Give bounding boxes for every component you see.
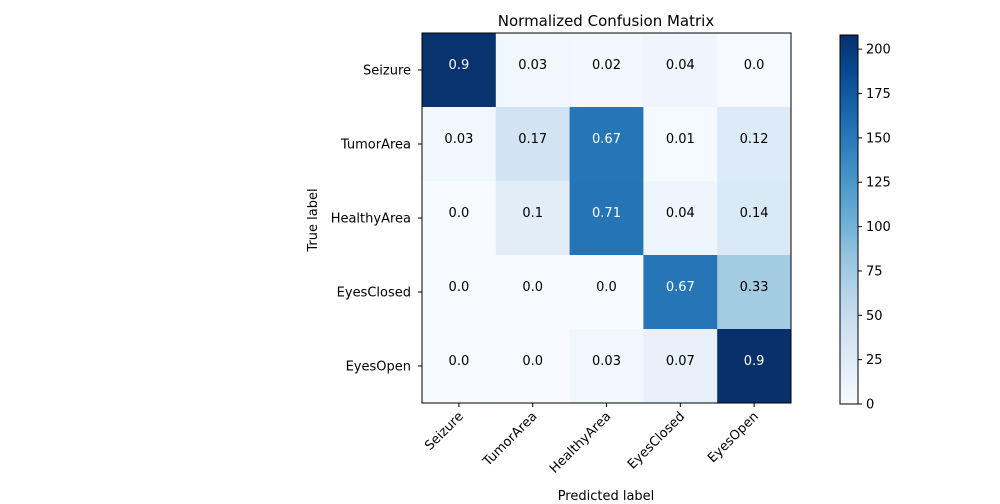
heatmap-cell	[495, 329, 571, 404]
cell-value-label: 0.01	[666, 132, 695, 147]
cell-value-label: 0.1	[522, 206, 543, 221]
y-tick-label: HealthyArea	[331, 212, 411, 227]
cell-value-label: 0.04	[666, 206, 695, 221]
heatmap-cell	[569, 33, 644, 108]
cell-value-label: 0.04	[666, 58, 695, 73]
cell-value-label: 0.71	[592, 206, 621, 221]
heatmap-cell	[569, 107, 644, 182]
x-tick-label: TumorArea	[480, 409, 541, 470]
chart-title: Normalized Confusion Matrix	[498, 12, 715, 30]
y-axis-label: True label	[306, 188, 321, 252]
x-tick-label: Seizure	[422, 409, 467, 454]
y-tick-label: Seizure	[363, 64, 411, 79]
cell-value-label: 0.07	[666, 354, 695, 369]
colorbar-tick-label: 175	[866, 87, 891, 102]
y-tick-label: EyesClosed	[337, 286, 411, 301]
cell-value-label: 0.03	[518, 58, 547, 73]
heatmap-cell	[495, 107, 571, 182]
x-tick-label: EyesClosed	[625, 409, 688, 472]
heatmap-cell	[569, 255, 644, 330]
x-tick-label: EyesOpen	[705, 409, 762, 466]
heatmap-cell	[717, 329, 792, 404]
colorbar-tick-label: 100	[866, 220, 891, 235]
cell-value-label: 0.14	[740, 206, 769, 221]
x-tick-label: HealthyArea	[547, 409, 614, 476]
cell-value-label: 0.02	[592, 58, 621, 73]
heatmap-cell	[643, 181, 718, 256]
heatmap-cell	[717, 181, 792, 256]
heatmap-cell	[422, 33, 497, 108]
heatmap-cell	[643, 255, 718, 330]
colorbar-gradient	[839, 34, 859, 405]
x-axis-label: Predicted label	[558, 489, 655, 500]
cell-value-label: 0.9	[449, 58, 470, 73]
heatmap-cell	[643, 329, 718, 404]
cell-value-label: 0.67	[592, 132, 621, 147]
colorbar-tick-label: 50	[866, 309, 883, 324]
cell-value-label: 0.0	[522, 280, 543, 295]
colorbar: 0 25 50 75 100 125 150 175 200	[839, 34, 891, 413]
cell-value-label: 0.0	[449, 354, 470, 369]
heatmap-cells: 0.9 0.03 0.02 0.04 0.0 0.03 0.17 0.67 0.01 0.12 0.…	[422, 33, 792, 404]
heatmap-cell	[569, 329, 644, 404]
heatmap-cell	[422, 107, 497, 182]
heatmap-cell	[717, 107, 792, 182]
colorbar-tick-label: 25	[866, 353, 883, 368]
cell-value-label: 0.0	[596, 280, 617, 295]
heatmap-cell	[643, 33, 718, 108]
colorbar-tick-label: 150	[866, 131, 891, 146]
heatmap-cell	[422, 181, 497, 256]
heatmap-cell	[495, 255, 571, 330]
heatmap-cell	[495, 181, 571, 256]
heatmap-cell	[422, 329, 497, 404]
colorbar-tick-label: 0	[866, 398, 874, 413]
cell-value-label: 0.12	[740, 132, 769, 147]
cell-value-label: 0.03	[444, 132, 473, 147]
colorbar-tick-label: 125	[866, 176, 891, 191]
heatmap-cell	[495, 33, 571, 108]
cell-value-label: 0.0	[522, 354, 543, 369]
cell-value-label: 0.67	[666, 280, 695, 295]
heatmap-cell	[717, 255, 792, 330]
cell-value-label: 0.0	[744, 58, 765, 73]
heatmap-cell	[569, 181, 644, 256]
cell-value-label: 0.9	[744, 354, 765, 369]
cell-value-label: 0.03	[592, 354, 621, 369]
heatmap-cell	[643, 107, 718, 182]
colorbar-tick-label: 75	[866, 264, 883, 279]
cell-value-label: 0.0	[449, 206, 470, 221]
heatmap-cell	[422, 255, 497, 330]
cell-value-label: 0.33	[740, 280, 769, 295]
cell-value-label: 0.17	[518, 132, 547, 147]
colorbar-tick-label: 200	[866, 43, 891, 58]
y-tick-label: TumorArea	[340, 138, 411, 153]
y-tick-label: EyesOpen	[346, 360, 411, 375]
cell-value-label: 0.0	[449, 280, 470, 295]
heatmap-cell	[717, 33, 792, 108]
